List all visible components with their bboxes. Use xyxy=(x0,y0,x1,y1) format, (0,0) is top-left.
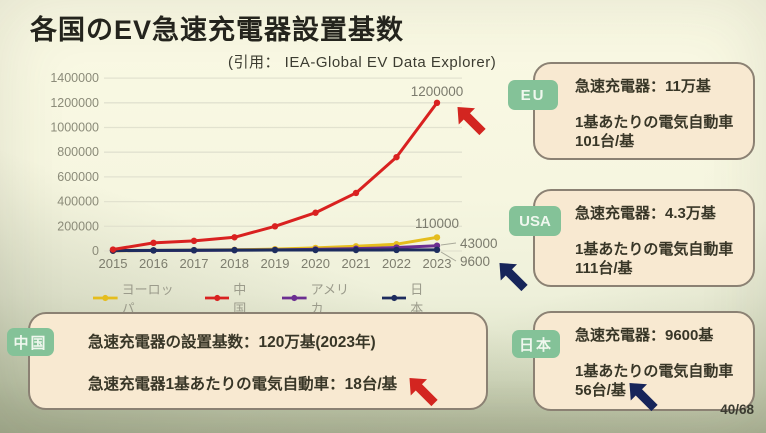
x-tick-label: 2015 xyxy=(99,256,128,271)
y-tick-label: 1200000 xyxy=(50,96,99,110)
navy-arrow-japan-box xyxy=(621,375,663,417)
navy-arrow-shape xyxy=(629,382,658,412)
tag-eu: EU xyxy=(508,80,558,110)
y-tick-label: 800000 xyxy=(57,145,99,159)
y-tick-label: 600000 xyxy=(57,170,99,184)
eu-charger-count: 急速充電器：11万基 xyxy=(575,78,711,95)
ev-charger-line-chart: 0 200000 400000 600000 800000 1000000 1200000 1… xyxy=(50,71,498,271)
eu-per-charger-value: 101台/基 xyxy=(575,133,635,150)
y-tick-label: 1000000 xyxy=(50,121,99,135)
japan-per-charger-value: 56台/基 xyxy=(575,382,626,399)
usa-per-charger-value: 111台/基 xyxy=(575,260,633,277)
red-arrow-shape xyxy=(409,377,438,407)
data-label-日本: 9600 xyxy=(460,254,490,269)
x-tick-label: 2018 xyxy=(220,256,249,271)
red-arrow-china-peak xyxy=(449,99,491,141)
x-tick-label: 2020 xyxy=(301,256,330,271)
x-tick-label: 2023 xyxy=(423,256,452,271)
x-tick-label: 2022 xyxy=(382,256,411,271)
japan-per-charger-label: 1基あたりの電気自動車 xyxy=(575,363,734,380)
navy-arrow-japan-9600 xyxy=(491,255,533,297)
navy-arrow-shape xyxy=(499,262,528,292)
china-per-charger: 急速充電器1基あたりの電気自動車：18台/基 xyxy=(88,376,398,393)
eu-per-charger-label: 1基あたりの電気自動車 xyxy=(575,114,734,131)
china-install-count: 急速充電器の設置基数：120万基(2023年) xyxy=(88,334,376,351)
tag-japan: 日本 xyxy=(512,330,560,358)
legend-marker xyxy=(204,294,230,302)
legend-marker xyxy=(381,294,407,302)
info-box-usa: 急速充電器：4.3万基 1基あたりの電気自動車 111台/基 xyxy=(533,189,755,287)
y-tick-label: 1400000 xyxy=(50,71,99,85)
red-arrow-shape xyxy=(457,106,486,136)
red-arrow-china-box xyxy=(401,370,443,412)
data-label-ヨーロッパ: 110000 xyxy=(415,216,459,231)
page-number: 40/68 xyxy=(720,402,754,417)
series-中国 xyxy=(109,99,441,253)
data-label-アメリカ: 43000 xyxy=(460,236,498,251)
x-tick-label: 2016 xyxy=(139,256,168,271)
x-tick-label: 2019 xyxy=(261,256,290,271)
x-tick-label: 2017 xyxy=(180,256,209,271)
usa-per-charger-label: 1基あたりの電気自動車 xyxy=(575,241,734,258)
y-tick-label: 400000 xyxy=(57,195,99,209)
series-日本 xyxy=(109,246,441,254)
legend-marker xyxy=(282,294,307,302)
page-title: 各国のEV急速充電器設置基数 xyxy=(30,15,405,45)
data-label-中国: 1200000 xyxy=(411,84,464,99)
legend-marker xyxy=(93,294,118,302)
x-tick-label: 2021 xyxy=(342,256,371,271)
citation-text: (引用： IEA-Global EV Data Explorer) xyxy=(228,54,497,71)
tag-usa: USA xyxy=(509,206,561,236)
y-tick-label: 0 xyxy=(92,244,99,258)
grid-and-axes: 0 200000 400000 600000 800000 1000000 1200000 1… xyxy=(50,71,462,271)
tag-china: 中国 xyxy=(7,328,54,356)
info-box-eu: 急速充電器：11万基 1基あたりの電気自動車 101台/基 xyxy=(533,62,755,160)
y-tick-label: 200000 xyxy=(57,219,99,233)
japan-charger-count: 急速充電器：9600基 xyxy=(575,327,714,344)
usa-charger-count: 急速充電器：4.3万基 xyxy=(575,205,716,222)
